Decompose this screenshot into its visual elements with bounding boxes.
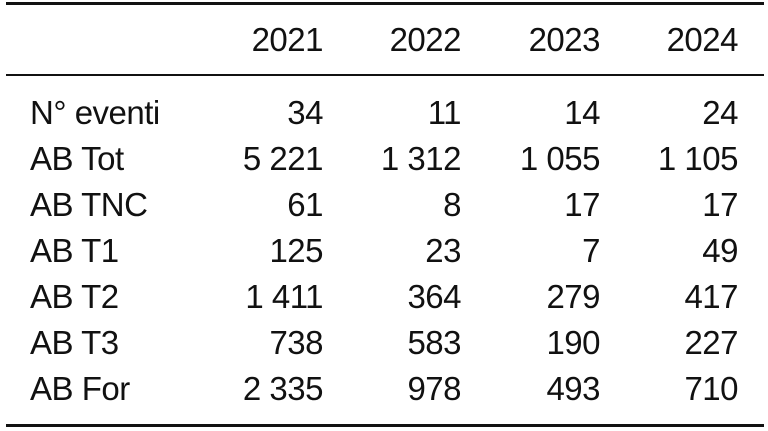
- cell-value: 1 411: [245, 278, 323, 315]
- cell-value: 364: [407, 278, 461, 315]
- cell-value: 190: [546, 324, 600, 361]
- cell-value: 34: [287, 94, 323, 131]
- cell-value: 1 105: [657, 140, 739, 177]
- row-label: N° eventi: [30, 94, 160, 131]
- cell-value: 125: [269, 232, 323, 269]
- bottom-rule: [6, 424, 764, 427]
- cell-value: 493: [546, 370, 600, 407]
- cell-value: 279: [546, 278, 600, 315]
- cell-value: 1 055: [519, 140, 601, 177]
- cell-value: 23: [425, 232, 461, 269]
- cell-value: 583: [407, 324, 461, 361]
- row-label: AB For: [30, 370, 130, 407]
- top-rule: [6, 2, 764, 5]
- cell-value: 227: [684, 324, 738, 361]
- cell-value: 8: [443, 186, 461, 223]
- row-label: AB T1: [30, 232, 119, 269]
- column-header: 2024: [666, 21, 739, 58]
- cell-value: 1 312: [380, 140, 462, 177]
- row-label: AB T3: [30, 324, 119, 361]
- cell-value: 17: [564, 186, 600, 223]
- row-label: AB T2: [30, 278, 119, 315]
- cell-value: 738: [269, 324, 323, 361]
- header-rule: [6, 74, 764, 76]
- row-label: AB Tot: [30, 140, 124, 177]
- cell-value: 49: [702, 232, 738, 269]
- cell-value: 710: [684, 370, 738, 407]
- cell-value: 417: [684, 278, 738, 315]
- cell-value: 14: [564, 94, 600, 131]
- cell-value: 5 221: [242, 140, 324, 177]
- cell-value: 7: [582, 232, 600, 269]
- row-label: AB TNC: [30, 186, 148, 223]
- column-header: 2023: [528, 21, 601, 58]
- cell-value: 11: [427, 94, 462, 131]
- cell-value: 2 335: [242, 370, 324, 407]
- cell-value: 61: [287, 186, 323, 223]
- column-header: 2021: [251, 21, 324, 58]
- column-header: 2022: [389, 21, 462, 58]
- cell-value: 978: [407, 370, 461, 407]
- cell-value: 24: [702, 94, 738, 131]
- cell-value: 17: [702, 186, 738, 223]
